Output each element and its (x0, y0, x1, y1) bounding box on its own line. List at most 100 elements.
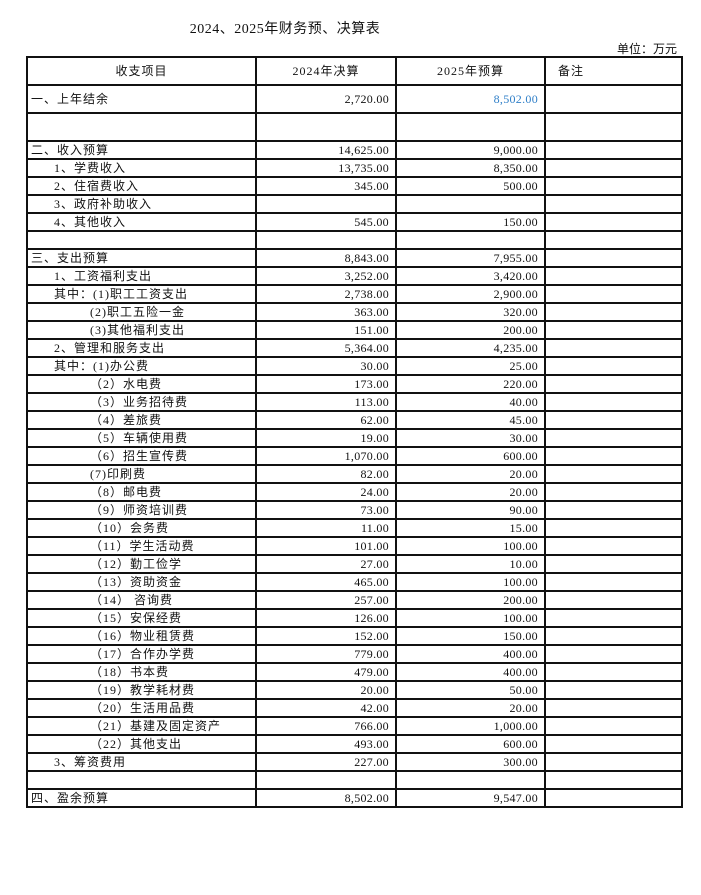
value-2024: 20.00 (255, 680, 397, 700)
value-2025: 200.00 (395, 590, 546, 610)
notes-cell (544, 554, 683, 574)
item-label: （22）其他支出 (26, 734, 257, 754)
item-label: （8）邮电费 (26, 482, 257, 502)
value-2025: 4,235.00 (395, 338, 546, 358)
table-row: (7)印刷费 82.00 20.00 (26, 464, 683, 484)
notes-cell (544, 464, 683, 484)
value-2024: 14,625.00 (255, 140, 397, 160)
item-label: （12）勤工俭学 (26, 554, 257, 574)
notes-cell (544, 788, 683, 808)
item-label: (2)职工五险一金 (26, 302, 257, 322)
value-2024 (255, 112, 397, 142)
value-2024: 27.00 (255, 554, 397, 574)
item-label (26, 770, 257, 790)
table-row: 三、支出预算 8,843.00 7,955.00 (26, 248, 683, 268)
item-label: （13）资助资金 (26, 572, 257, 592)
notes-cell (544, 158, 683, 178)
table-row: （18）书本费 479.00 400.00 (26, 662, 683, 682)
table-row: （14） 咨询费 257.00 200.00 (26, 590, 683, 610)
value-2025: 9,000.00 (395, 140, 546, 160)
table-row: （13）资助资金 465.00 100.00 (26, 572, 683, 592)
item-label: （17）合作办学费 (26, 644, 257, 664)
item-label: （18）书本费 (26, 662, 257, 682)
value-2024: 82.00 (255, 464, 397, 484)
table-row: 3、政府补助收入 (26, 194, 683, 214)
value-2024: 465.00 (255, 572, 397, 592)
notes-cell (544, 662, 683, 682)
value-2025: 15.00 (395, 518, 546, 538)
notes-cell (544, 230, 683, 250)
table-row: （17）合作办学费 779.00 400.00 (26, 644, 683, 664)
table-row: 4、其他收入 545.00 150.00 (26, 212, 683, 232)
table-row: （9）师资培训费 73.00 90.00 (26, 500, 683, 520)
table-row: （2）水电费 173.00 220.00 (26, 374, 683, 394)
value-2024: 19.00 (255, 428, 397, 448)
value-2025: 9,547.00 (395, 788, 546, 808)
value-2025: 50.00 (395, 680, 546, 700)
item-label: （5）车辆使用费 (26, 428, 257, 448)
notes-cell (544, 338, 683, 358)
value-2024: 766.00 (255, 716, 397, 736)
value-2024: 3,252.00 (255, 266, 397, 286)
value-2024: 42.00 (255, 698, 397, 718)
value-2025: 500.00 (395, 176, 546, 196)
item-label: (3)其他福利支出 (26, 320, 257, 340)
item-label: （6）招生宣传费 (26, 446, 257, 466)
notes-cell (544, 356, 683, 376)
value-2025: 45.00 (395, 410, 546, 430)
blank-row (26, 230, 683, 250)
value-2024: 493.00 (255, 734, 397, 754)
value-2025: 600.00 (395, 446, 546, 466)
value-2025: 100.00 (395, 572, 546, 592)
item-label: （9）师资培训费 (26, 500, 257, 520)
notes-cell (544, 590, 683, 610)
table-row: （20）生活用品费 42.00 20.00 (26, 698, 683, 718)
item-label: （10）会务费 (26, 518, 257, 538)
value-2024: 152.00 (255, 626, 397, 646)
table-row: 其中：(1)办公费 30.00 25.00 (26, 356, 683, 376)
item-label (26, 112, 257, 142)
value-2025: 20.00 (395, 482, 546, 502)
notes-cell (544, 572, 683, 592)
table-row: （22）其他支出 493.00 600.00 (26, 734, 683, 754)
value-2025: 600.00 (395, 734, 546, 754)
notes-cell (544, 500, 683, 520)
notes-cell (544, 626, 683, 646)
table-row: （8）邮电费 24.00 20.00 (26, 482, 683, 502)
notes-cell (544, 392, 683, 412)
item-label: 1、学费收入 (26, 158, 257, 178)
value-2025: 8,350.00 (395, 158, 546, 178)
value-2024: 24.00 (255, 482, 397, 502)
value-2024: 173.00 (255, 374, 397, 394)
item-label: （21）基建及固定资产 (26, 716, 257, 736)
value-2025 (395, 770, 546, 790)
notes-cell (544, 446, 683, 466)
value-2024: 363.00 (255, 302, 397, 322)
table-header-row: 收支项目 2024年决算 2025年预算 备注 (26, 56, 683, 86)
value-2024: 2,720.00 (255, 84, 397, 114)
value-2025: 320.00 (395, 302, 546, 322)
notes-cell (544, 734, 683, 754)
notes-cell (544, 284, 683, 304)
notes-cell (544, 302, 683, 322)
value-2024: 779.00 (255, 644, 397, 664)
value-2025 (395, 112, 546, 142)
header-2024-actual: 2024年决算 (255, 56, 397, 86)
value-2024: 2,738.00 (255, 284, 397, 304)
page-title: 2024、2025年财务预、决算表 (189, 22, 381, 37)
item-label: 三、支出预算 (26, 248, 257, 268)
notes-cell (544, 112, 683, 142)
value-2024: 8,843.00 (255, 248, 397, 268)
header-item: 收支项目 (26, 56, 257, 86)
value-2025: 3,420.00 (395, 266, 546, 286)
item-label: （19）教学耗材费 (26, 680, 257, 700)
notes-cell (544, 212, 683, 232)
value-2025: 400.00 (395, 644, 546, 664)
budget-table: 收支项目 2024年决算 2025年预算 备注 一、上年结余 2,720.00 8,… (26, 56, 683, 808)
value-2025: 200.00 (395, 320, 546, 340)
notes-cell (544, 770, 683, 790)
item-label: 1、工资福利支出 (26, 266, 257, 286)
value-2024: 13,735.00 (255, 158, 397, 178)
value-2024: 73.00 (255, 500, 397, 520)
value-2024: 126.00 (255, 608, 397, 628)
